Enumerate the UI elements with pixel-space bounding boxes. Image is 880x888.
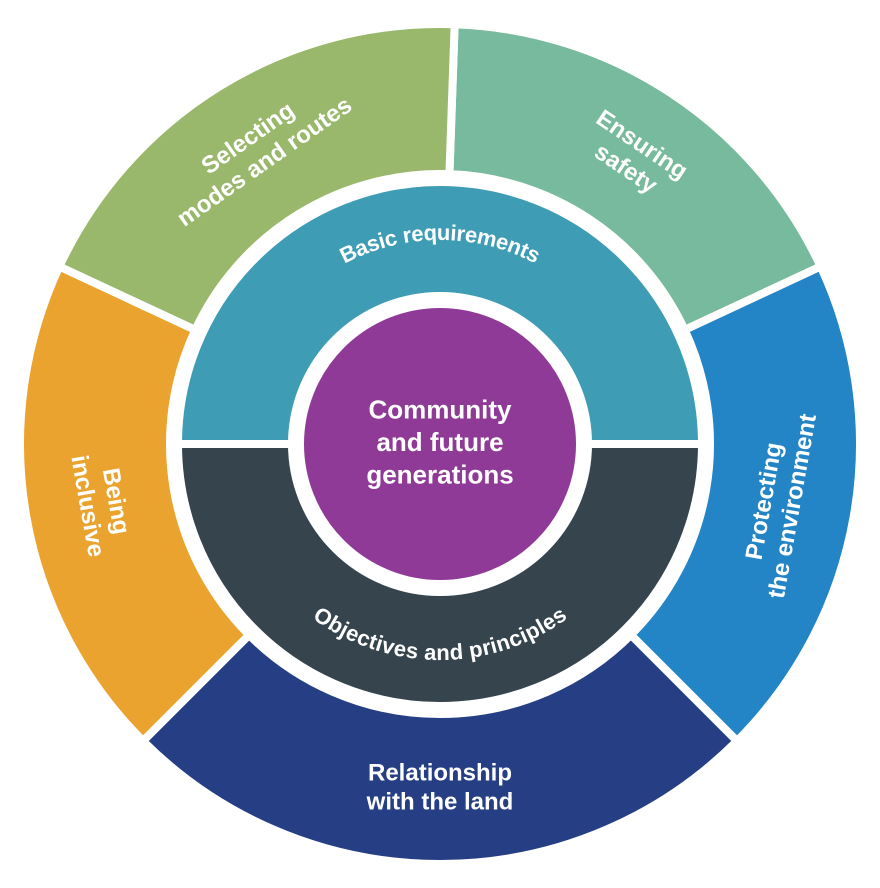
center-label: Communityand futuregenerations bbox=[366, 394, 513, 489]
outer-label-relationship-land: Relationshipwith the land bbox=[366, 760, 514, 816]
radial-diagram: Communityand futuregenerationsBasic requ… bbox=[0, 0, 880, 888]
svg-text:Relationshipwith the land: Relationshipwith the land bbox=[366, 760, 514, 816]
